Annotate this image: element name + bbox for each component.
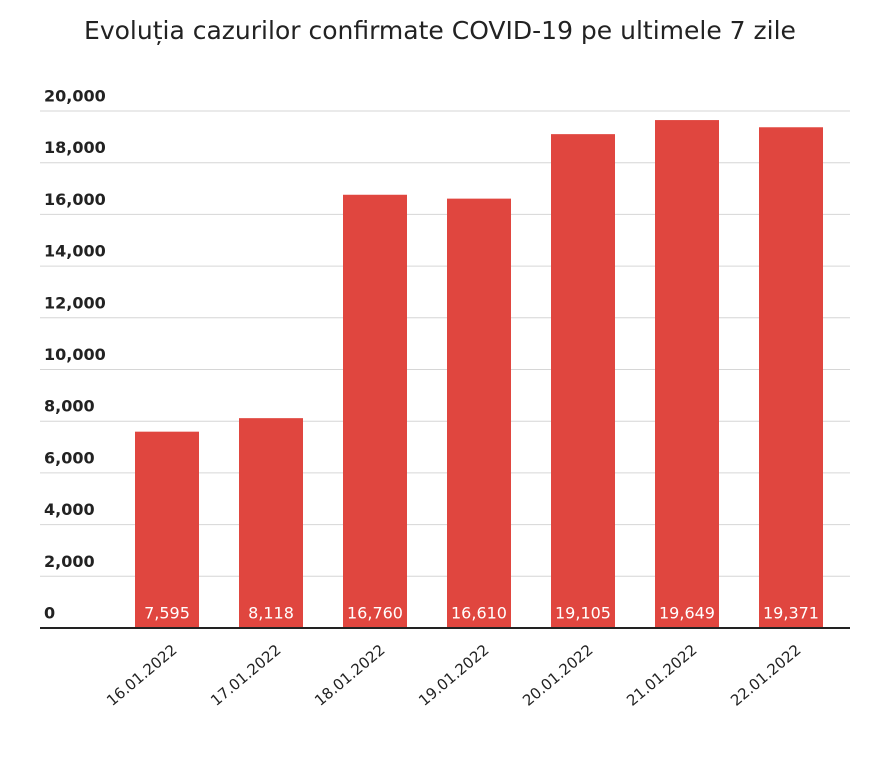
y-tick-label: 6,000 (44, 448, 95, 467)
x-tick-label: 21.01.2022 (623, 641, 700, 710)
y-tick-label: 4,000 (44, 500, 95, 519)
x-tick-label: 18.01.2022 (311, 641, 388, 710)
chart-title: Evoluția cazurilor confirmate COVID-19 p… (84, 16, 796, 45)
y-tick-label: 2,000 (44, 552, 95, 571)
y-tick-label: 12,000 (44, 293, 106, 312)
y-tick-label: 20,000 (44, 87, 106, 106)
y-tick-label: 14,000 (44, 242, 106, 261)
value-label: 8,118 (248, 604, 294, 623)
y-tick-label: 8,000 (44, 397, 95, 416)
value-label: 16,610 (451, 604, 507, 623)
y-tick-label: 18,000 (44, 138, 106, 157)
bar (447, 198, 511, 628)
y-tick-label: 16,000 (44, 190, 106, 209)
x-tick-label: 19.01.2022 (415, 641, 492, 710)
x-tick-label: 16.01.2022 (103, 641, 180, 710)
x-tick-label: 20.01.2022 (519, 641, 596, 710)
value-label: 19,371 (763, 604, 819, 623)
bar (239, 418, 303, 628)
y-tick-label: 10,000 (44, 345, 106, 364)
bar (343, 194, 407, 628)
bar (759, 127, 823, 629)
bar (135, 431, 199, 628)
bar (551, 134, 615, 629)
value-label: 19,105 (555, 604, 611, 623)
x-tick-label: 17.01.2022 (207, 641, 284, 710)
value-label: 19,649 (659, 604, 715, 623)
y-tick-label: 0 (44, 604, 55, 623)
x-tick-label: 22.01.2022 (727, 641, 804, 710)
value-label: 7,595 (144, 604, 190, 623)
value-label: 16,760 (347, 604, 403, 623)
bar (655, 120, 719, 628)
